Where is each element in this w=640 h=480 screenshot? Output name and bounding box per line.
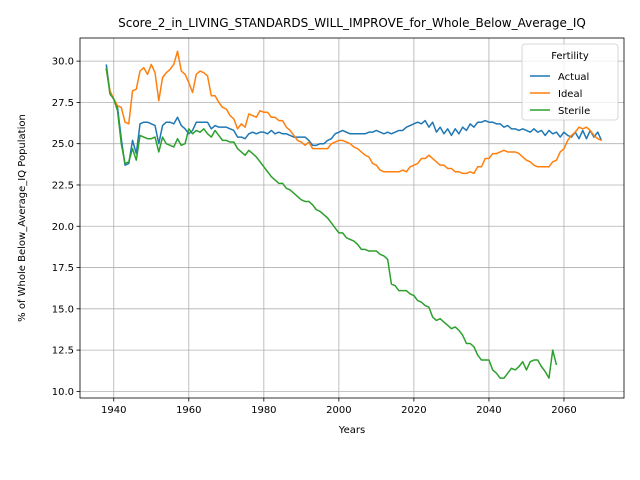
- x-tick-label: 1960: [176, 405, 201, 416]
- series-line-ideal: [105, 50, 602, 175]
- y-tick-label: 15.0: [52, 304, 74, 315]
- y-tick-label: 10.0: [52, 387, 74, 398]
- x-axis-label: Years: [338, 425, 365, 436]
- x-axis-ticks: 1940 1960 1980 2000 2020 2040 2060: [101, 398, 577, 416]
- x-tick-label: 1980: [251, 405, 276, 416]
- x-tick-label: 2020: [401, 405, 426, 416]
- series-line-sterile: [105, 67, 558, 379]
- x-tick-label: 2000: [326, 405, 351, 416]
- y-tick-label: 20.0: [52, 222, 74, 233]
- chart-title: Score_2_in_LIVING_STANDARDS_WILL_IMPROVE…: [118, 16, 586, 30]
- legend-title: Fertility: [551, 51, 589, 62]
- legend-box: [521, 43, 619, 121]
- y-tick-label: 12.5: [52, 346, 74, 357]
- y-axis-label: % of Whole Below_Average_IQ Population: [17, 114, 28, 322]
- y-tick-label: 27.5: [52, 98, 74, 109]
- y-tick-label: 25.0: [52, 139, 74, 150]
- x-tick-label: 1940: [101, 405, 126, 416]
- legend-label-ideal: Ideal: [558, 89, 582, 100]
- plot-frame: [79, 37, 625, 399]
- legend-label-actual: Actual: [558, 72, 589, 83]
- y-tick-label: 22.5: [52, 180, 74, 191]
- x-tick-label: 2040: [476, 405, 501, 416]
- grid-lines: [80, 38, 624, 398]
- y-tick-label: 17.5: [52, 263, 74, 274]
- series-line-actual: [105, 64, 603, 166]
- y-axis-ticks: 10.0 12.5 15.0 17.5 20.0 22.5 25.0 27.5 30.0: [52, 57, 80, 398]
- series-lines: [105, 50, 603, 379]
- legend-label-sterile: Sterile: [558, 106, 590, 117]
- legend: Fertility Actual Ideal Sterile: [521, 43, 619, 121]
- x-tick-label: 2060: [551, 405, 576, 416]
- y-tick-label: 30.0: [52, 57, 74, 68]
